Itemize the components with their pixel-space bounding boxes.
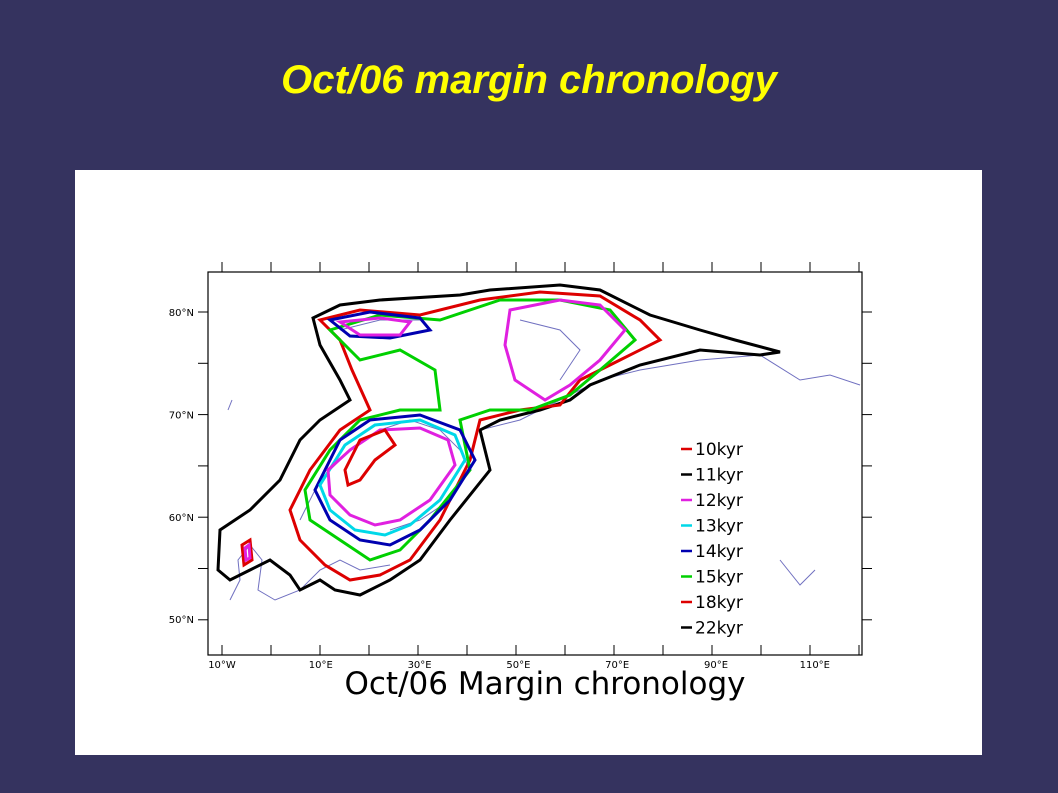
legend-label: 14kyr [695, 542, 743, 562]
map-caption: Oct/06 Margin chronology [344, 666, 745, 702]
slide-title: Oct/06 margin chronology [281, 58, 777, 102]
map-frame [207, 271, 863, 656]
lon-label: 10°E [309, 660, 333, 671]
legend-label: 13kyr [695, 517, 743, 537]
lon-label: 90°E [704, 660, 728, 671]
lon-label: 50°E [506, 660, 530, 671]
lon-label: 10°W [208, 660, 236, 671]
lat-label: 80°N [169, 308, 194, 319]
lat-label: 50°N [169, 615, 194, 626]
legend-label: 22kyr [695, 619, 743, 639]
lon-label: 70°E [605, 660, 629, 671]
legend-label: 11kyr [695, 466, 743, 486]
legend-label: 18kyr [695, 593, 743, 613]
lon-label: 30°E [408, 660, 432, 671]
figure-panel: 80°N 70°N 60°N 50°N 10°W 10°E 30°E 50°E 70°E 90°E… [75, 170, 982, 755]
lat-label: 60°N [169, 513, 194, 524]
legend-label: 15kyr [695, 568, 743, 588]
map: 80°N 70°N 60°N 50°N 10°W 10°E 30°E 50°E 70°E 90°E… [169, 262, 872, 702]
legend-label: 10kyr [695, 440, 743, 460]
lat-label: 70°N [169, 410, 194, 421]
lon-label: 110°E [800, 660, 830, 671]
legend-label: 12kyr [695, 491, 743, 511]
margin-contours [216, 283, 781, 597]
frame-ticks [198, 262, 872, 655]
